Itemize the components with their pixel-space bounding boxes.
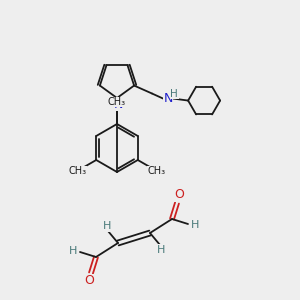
Text: H: H	[157, 245, 165, 255]
Text: N: N	[164, 92, 173, 105]
Text: O: O	[174, 188, 184, 202]
Text: H: H	[103, 221, 111, 231]
Text: N: N	[113, 98, 123, 110]
Text: CH₃: CH₃	[108, 97, 126, 107]
Text: H: H	[69, 246, 77, 256]
Text: O: O	[84, 274, 94, 287]
Text: CH₃: CH₃	[148, 166, 166, 176]
Text: H: H	[191, 220, 199, 230]
Text: H: H	[170, 88, 178, 99]
Text: CH₃: CH₃	[68, 166, 86, 176]
